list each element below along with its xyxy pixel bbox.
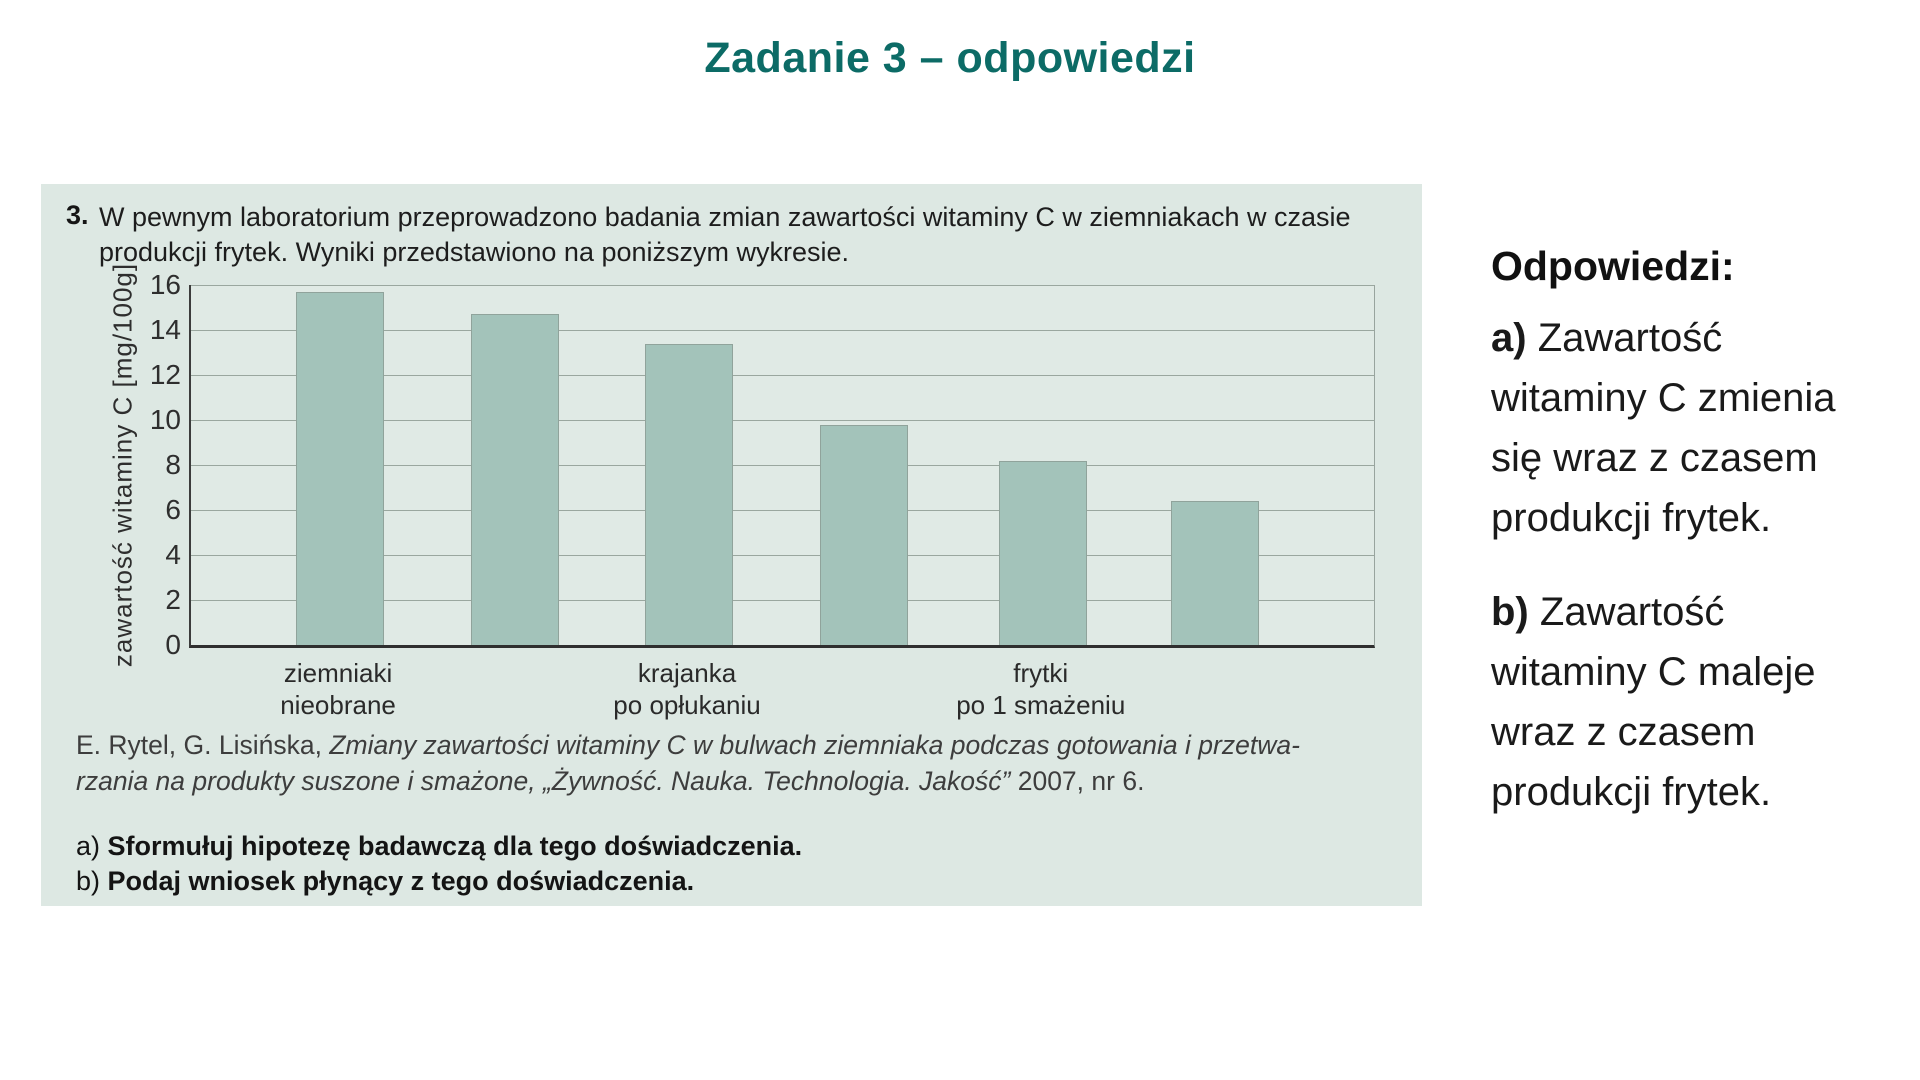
question-text: W pewnym laboratorium przeprowadzono bad…: [99, 200, 1399, 270]
answer-a-line-4: produkcji frytek.: [1491, 496, 1772, 540]
question-line-2: produkcji frytek. Wyniki przedstawiono n…: [99, 237, 850, 267]
task-b: b) Podaj wniosek płynący z tego doświadc…: [76, 866, 694, 897]
citation-title-segment: Zmiany zawartości witaminy C w bulwach z…: [329, 730, 1300, 760]
task-a-prefix: a): [76, 831, 101, 861]
answer-b-line-2: witaminy C maleje: [1491, 650, 1816, 694]
page-title: Zadanie 3 – odpowiedzi: [704, 34, 1196, 82]
question-line-1: W pewnym laboratorium przeprowadzono bad…: [99, 202, 1351, 232]
citation-author-segment: 2007, nr 6.: [1010, 766, 1145, 796]
answer-a-line-1: Zawartość: [1537, 316, 1723, 360]
citation-line-2: rzania na produkty suszone i smażone, „Ż…: [76, 766, 1406, 797]
answers-heading: Odpowiedzi:: [1491, 243, 1735, 289]
answer-a-line-3: się wraz z czasem: [1491, 436, 1818, 480]
question-number: 3.: [66, 200, 89, 230]
answer-b: b) Zawartość witaminy C maleje wraz z cz…: [1491, 582, 1911, 822]
answer-a-prefix: a): [1491, 316, 1527, 360]
task-b-text: Podaj wniosek płynący z tego doświadczen…: [107, 866, 695, 896]
citation-line-1: E. Rytel, G. Lisińska, Zmiany zawartości…: [76, 730, 1406, 761]
exercise-panel: [41, 184, 1422, 906]
answer-b-line-3: wraz z czasem: [1491, 710, 1756, 754]
answer-b-prefix: b): [1491, 590, 1529, 634]
task-a: a) Sformułuj hipotezę badawczą dla tego …: [76, 831, 802, 862]
citation-author-segment: E. Rytel, G. Lisińska,: [76, 730, 330, 760]
citation-title-segment: rzania na produkty suszone i smażone, „Ż…: [76, 766, 1011, 796]
task-a-text: Sformułuj hipotezę badawczą dla tego doś…: [107, 831, 803, 861]
answer-a-line-2: witaminy C zmienia: [1491, 376, 1836, 420]
answer-b-line-4: produkcji frytek.: [1491, 770, 1772, 814]
task-b-prefix: b): [76, 866, 101, 896]
answer-b-line-1: Zawartość: [1539, 590, 1725, 634]
answer-a: a) Zawartość witaminy C zmienia się wraz…: [1491, 308, 1911, 548]
